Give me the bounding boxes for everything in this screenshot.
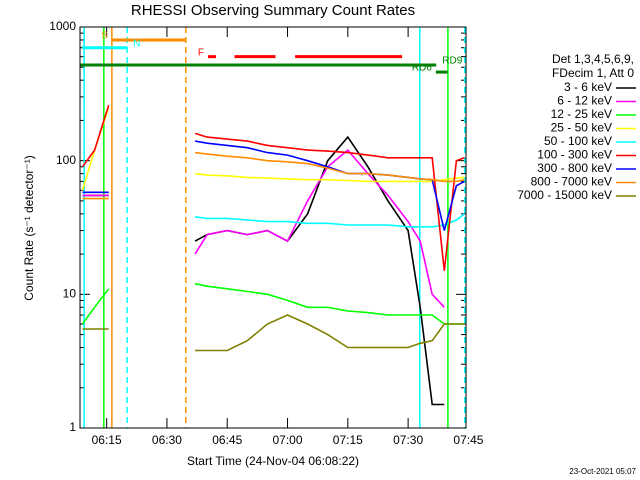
legend-label: 800 - 7000 keV (531, 175, 612, 189)
legend-label: 3 - 6 keV (564, 80, 612, 94)
footer: 23-Oct-2021 05:07 (569, 467, 636, 476)
legend-label: 25 - 50 keV (551, 121, 612, 135)
series-line (82, 314, 465, 352)
x-tick-label: 06:45 (212, 433, 242, 447)
flag-label: N (133, 38, 140, 49)
series-line (82, 151, 465, 200)
legend-label: 6 - 12 keV (557, 94, 612, 108)
flag-label: F (198, 47, 204, 58)
x-tick-label: 07:15 (333, 433, 363, 447)
y-axis-label: Count Rate (s⁻¹ detector⁻¹) (22, 155, 36, 300)
y-tick-label: 100 (56, 153, 76, 167)
flag-label: S (101, 31, 108, 42)
y-tick-label: 1000 (49, 19, 76, 33)
legend-label: 50 - 100 keV (544, 134, 612, 148)
legend-label: 300 - 800 keV (537, 161, 612, 175)
legend-header: FDecim 1, Att 0 (552, 66, 634, 80)
x-tick-label: 07:00 (273, 433, 303, 447)
y-tick-label: 1 (69, 420, 76, 434)
legend-label: 100 - 300 keV (537, 148, 612, 162)
series-line (81, 282, 465, 325)
flag-label: RD6 (412, 63, 432, 74)
legend-label: 12 - 25 keV (551, 107, 612, 121)
x-tick-label: 06:15 (92, 433, 122, 447)
plot-frame (79, 26, 467, 429)
chart-title: RHESSI Observing Summary Count Rates (131, 2, 415, 19)
legend-header: Det 1,3,4,5,6,9, (552, 52, 634, 66)
x-axis-label: Start Time (24-Nov-04 06:08:22) (187, 454, 359, 468)
x-tick-label: 07:45 (453, 433, 483, 447)
x-tick-label: 07:30 (393, 433, 423, 447)
legend-label: 7000 - 15000 keV (517, 188, 612, 202)
x-tick-label: 06:30 (152, 433, 182, 447)
y-tick-label: 10 (63, 287, 77, 301)
flag-label: RD9 (442, 56, 462, 67)
